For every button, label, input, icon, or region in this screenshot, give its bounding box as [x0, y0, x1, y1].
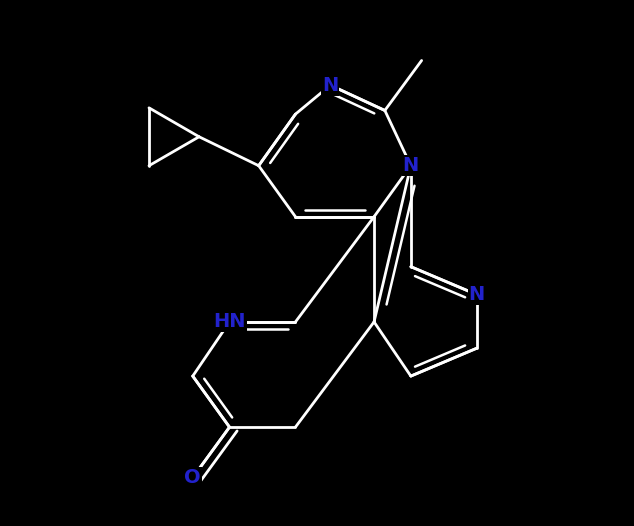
Text: O: O	[184, 468, 201, 487]
Text: HN: HN	[213, 312, 246, 331]
Text: N: N	[403, 156, 419, 175]
Text: N: N	[469, 285, 485, 304]
Text: N: N	[322, 76, 339, 95]
